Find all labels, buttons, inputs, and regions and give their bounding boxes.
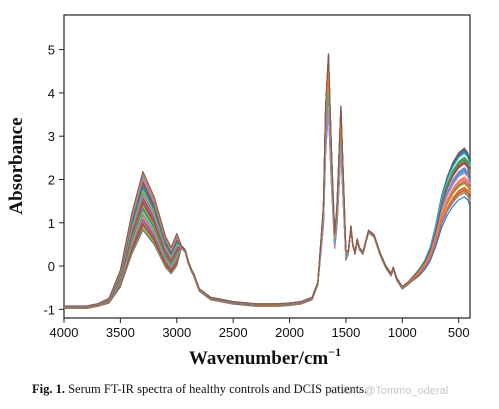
x-tick-label: 1500 bbox=[331, 325, 360, 340]
caption-text: Serum FT-IR spectra of healthy controls … bbox=[68, 382, 368, 396]
y-tick-label: -1 bbox=[43, 302, 55, 317]
spectrum-series-line bbox=[64, 110, 471, 308]
x-tick-label: 2000 bbox=[275, 325, 304, 340]
spectrum-series-line bbox=[64, 111, 471, 310]
spectrum-series-line bbox=[64, 92, 471, 309]
y-tick-label: 4 bbox=[48, 86, 55, 101]
spectrum-series-line bbox=[64, 53, 471, 307]
spectrum-series-line bbox=[64, 109, 471, 307]
x-tick-label: 4000 bbox=[50, 325, 79, 340]
x-axis-title: Wavenumber/cm−1 bbox=[189, 345, 341, 369]
spectrum-series-line bbox=[64, 74, 471, 309]
y-tick-label: 5 bbox=[48, 43, 55, 58]
x-tick-label: 500 bbox=[448, 325, 470, 340]
y-tick-label: 1 bbox=[48, 216, 55, 231]
y-tick-label: 0 bbox=[48, 259, 55, 274]
x-tick-label: 2500 bbox=[219, 325, 248, 340]
x-axis-ticks: 4000 3500 3000 2500 2000 1500 1000 500 bbox=[50, 318, 470, 340]
spectrum-series-line bbox=[64, 110, 471, 309]
x-tick-label: 3500 bbox=[106, 325, 135, 340]
y-axis-ticks: -1 0 1 2 3 4 5 bbox=[43, 43, 64, 317]
spectrum-series-line bbox=[64, 109, 471, 308]
caption-label: Fig. 1. bbox=[32, 382, 65, 396]
spectrum-series-line bbox=[64, 111, 471, 309]
ftir-spectra-chart: 4000 3500 3000 2500 2000 1500 1000 500 -1 0 1 2 3 4 5… bbox=[6, 14, 471, 369]
spectrum-series-line bbox=[64, 92, 471, 309]
spectrum-series-line bbox=[64, 109, 471, 308]
y-axis-title: Absorbance bbox=[6, 117, 27, 214]
y-tick-label: 2 bbox=[48, 172, 55, 187]
watermark: CSDN @Tommo_oderal bbox=[330, 385, 449, 397]
y-tick-label: 3 bbox=[48, 129, 55, 144]
series-layer bbox=[64, 53, 471, 310]
figure-caption: Fig. 1. Serum FT-IR spectra of healthy c… bbox=[32, 382, 492, 397]
x-tick-label: 3000 bbox=[162, 325, 191, 340]
x-tick-label: 1000 bbox=[388, 325, 417, 340]
